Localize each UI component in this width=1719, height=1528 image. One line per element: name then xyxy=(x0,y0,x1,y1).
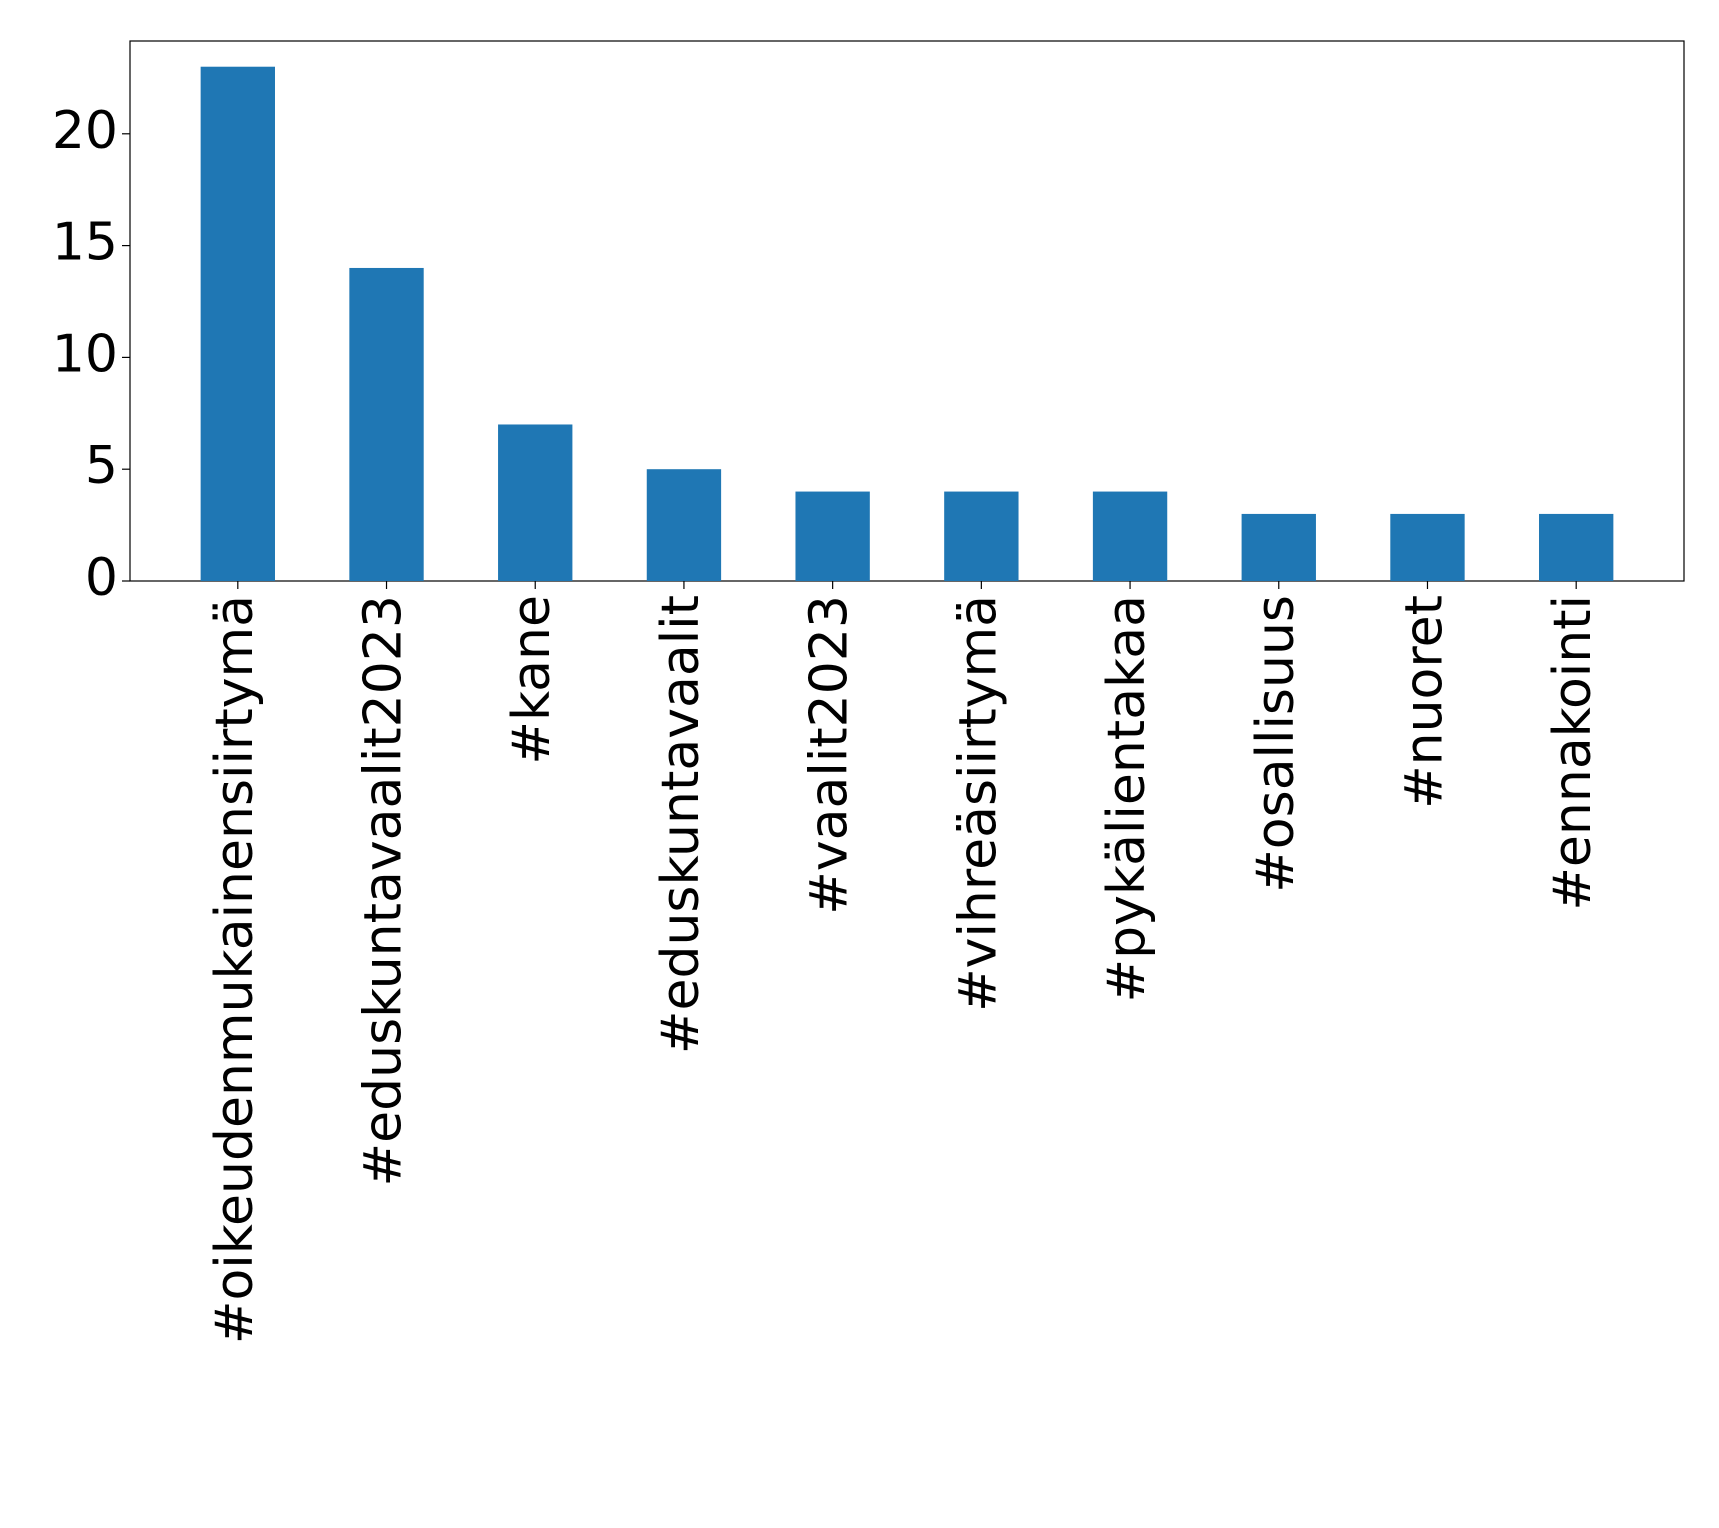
bar xyxy=(944,491,1019,581)
bar xyxy=(1241,513,1316,581)
bar xyxy=(498,424,573,581)
x-tick-label: #vaalit2023 xyxy=(800,595,860,915)
x-tick-label: #oikeudenmukainensiirtymä xyxy=(205,595,265,1344)
bar xyxy=(349,267,424,581)
y-tick-label: 20 xyxy=(52,101,118,161)
x-tick-label: #eduskuntavaalit2023 xyxy=(354,595,414,1186)
x-tick-label: #nuoret xyxy=(1394,595,1454,809)
bar xyxy=(200,66,275,581)
x-tick-label: #eduskuntavaalit xyxy=(651,595,711,1054)
bar xyxy=(1390,513,1465,581)
x-tick-label: #vihreäsiirtymä xyxy=(948,595,1008,1012)
bar xyxy=(1539,513,1614,581)
x-tick-label: #pykälientakaa xyxy=(1097,595,1157,1002)
y-tick-label: 10 xyxy=(52,324,118,384)
bar xyxy=(1092,491,1168,581)
x-tick-label: #ennakointi xyxy=(1543,595,1603,911)
y-tick-label: 0 xyxy=(85,548,118,608)
bar xyxy=(795,491,870,581)
y-tick-label: 5 xyxy=(85,436,118,496)
bar xyxy=(646,469,722,581)
y-tick-label: 15 xyxy=(52,213,118,273)
x-tick-label: #kane xyxy=(502,595,562,765)
x-tick-label: #osallisuus xyxy=(1246,595,1306,893)
plot-frame xyxy=(129,40,1685,582)
